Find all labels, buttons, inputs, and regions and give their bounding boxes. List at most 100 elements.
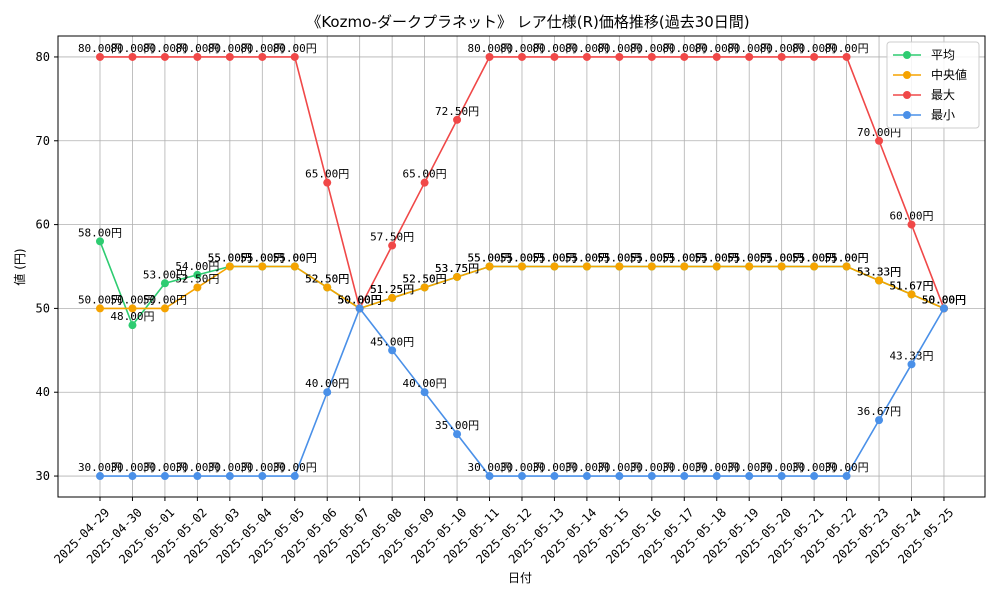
data-point — [517, 262, 526, 271]
legend-label: 中央値 — [931, 67, 967, 82]
data-label: 30.00円 — [78, 461, 122, 474]
data-label: 45.00円 — [370, 335, 414, 348]
data-label: 54.00円 — [175, 260, 219, 273]
data-label: 80.00円 — [662, 42, 706, 55]
data-label: 55.00円 — [467, 252, 511, 265]
data-label: 30.00円 — [467, 461, 511, 474]
series-group — [96, 304, 948, 481]
data-label: 80.00円 — [110, 42, 154, 55]
data-label: 60.00円 — [889, 210, 933, 223]
data-point — [615, 472, 624, 481]
legend-box — [886, 41, 980, 129]
data-label: 30.00円 — [565, 461, 609, 474]
data-point — [842, 52, 851, 61]
data-point — [939, 304, 948, 313]
data-point — [615, 262, 624, 271]
data-point — [550, 52, 559, 61]
data-point — [193, 283, 202, 292]
data-point — [388, 241, 397, 250]
data-label: 50.00円 — [922, 293, 966, 306]
data-label: 80.00円 — [792, 42, 836, 55]
data-label: 40.00円 — [305, 377, 349, 390]
data-label: 80.00円 — [175, 42, 219, 55]
data-label: 80.00円 — [695, 42, 739, 55]
data-label: 55.00円 — [532, 252, 576, 265]
data-point — [582, 262, 591, 271]
data-label: 55.00円 — [630, 252, 674, 265]
data-label: 48.00円 — [110, 310, 154, 323]
data-label: 50.00円 — [143, 293, 187, 306]
data-label: 55.00円 — [273, 252, 317, 265]
data-point — [225, 52, 234, 61]
data-point — [258, 52, 267, 61]
data-point — [128, 472, 137, 481]
data-label: 50.00円 — [78, 293, 122, 306]
data-label: 55.00円 — [597, 252, 641, 265]
data-point — [96, 472, 104, 481]
data-label: 80.00円 — [727, 42, 771, 55]
data-point — [647, 52, 656, 61]
data-label: 55.00円 — [565, 252, 609, 265]
data-point — [875, 416, 884, 425]
data-point — [907, 220, 916, 229]
data-label: 52.50円 — [175, 272, 219, 285]
data-point — [388, 293, 397, 302]
data-label: 51.67円 — [889, 279, 933, 292]
data-point — [160, 304, 169, 313]
data-point — [777, 52, 786, 61]
data-point — [193, 270, 202, 279]
data-label: 55.00円 — [662, 252, 706, 265]
data-label: 80.00円 — [500, 42, 544, 55]
data-point — [128, 52, 137, 61]
legend-marker — [903, 51, 911, 59]
data-label: 55.00円 — [727, 252, 771, 265]
data-point — [96, 52, 104, 61]
data-point — [680, 262, 689, 271]
data-point — [745, 472, 754, 481]
data-point — [485, 262, 494, 271]
data-label: 35.00円 — [435, 419, 479, 432]
data-label: 40.00円 — [403, 377, 447, 390]
data-label: 30.00円 — [630, 461, 674, 474]
data-label: 50.00円 — [922, 293, 966, 306]
data-point — [453, 115, 462, 124]
data-point — [225, 472, 234, 481]
data-label: 50.00円 — [922, 293, 966, 306]
data-point — [712, 52, 721, 61]
legend-marker — [903, 71, 911, 79]
data-label: 80.00円 — [143, 42, 187, 55]
data-label: 30.00円 — [597, 461, 641, 474]
data-label: 65.00円 — [305, 168, 349, 181]
data-label: 36.67円 — [857, 405, 901, 418]
data-label: 51.25円 — [370, 283, 414, 296]
data-label: 50.00円 — [110, 293, 154, 306]
data-label: 55.00円 — [240, 252, 284, 265]
data-label: 80.00円 — [630, 42, 674, 55]
y-tick-label: 30 — [36, 469, 50, 483]
data-point — [485, 472, 494, 481]
data-label: 55.00円 — [792, 252, 836, 265]
data-point — [290, 472, 299, 481]
data-point — [193, 52, 202, 61]
data-point — [128, 304, 137, 313]
data-label: 30.00円 — [727, 461, 771, 474]
data-label: 30.00円 — [662, 461, 706, 474]
series-layer — [96, 52, 948, 481]
data-label: 30.00円 — [110, 461, 154, 474]
data-label: 55.00円 — [695, 252, 739, 265]
data-label: 80.00円 — [78, 42, 122, 55]
data-label: 30.00円 — [695, 461, 739, 474]
data-label: 30.00円 — [143, 461, 187, 474]
data-label: 50.00円 — [338, 293, 382, 306]
data-point — [907, 360, 916, 369]
data-label: 55.00円 — [500, 252, 544, 265]
y-tick-label: 60 — [36, 218, 50, 232]
data-point — [875, 136, 884, 145]
data-label: 55.00円 — [467, 252, 511, 265]
data-point — [550, 262, 559, 271]
data-point — [420, 283, 429, 292]
y-tick-label: 80 — [36, 50, 50, 64]
data-point — [258, 472, 267, 481]
